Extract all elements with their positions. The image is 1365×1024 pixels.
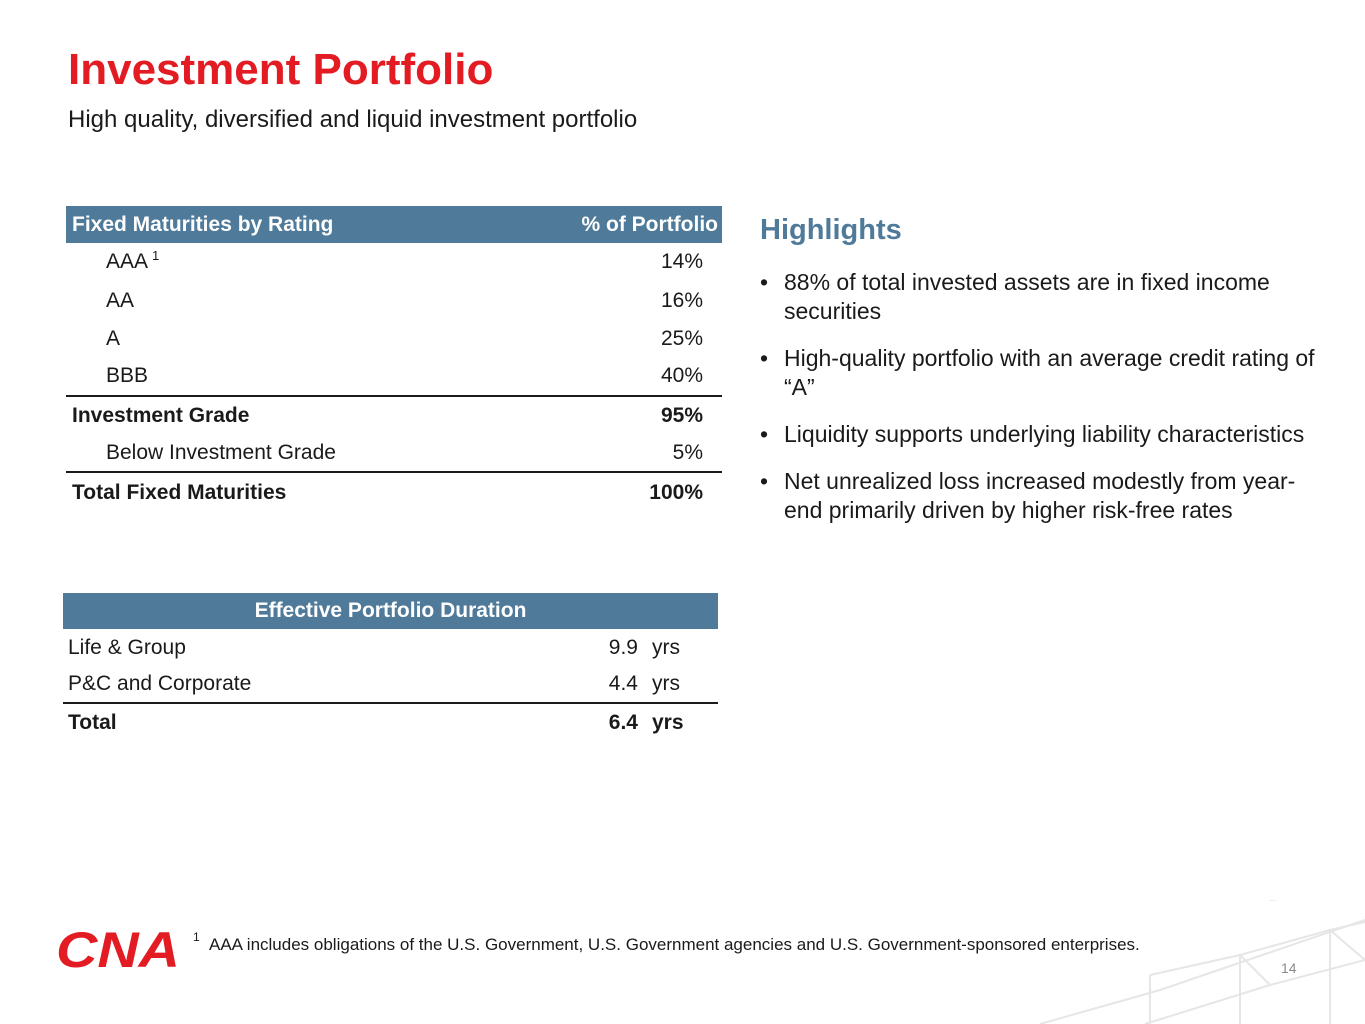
row-label: AA xyxy=(106,288,135,312)
row-value: 5% xyxy=(672,441,703,465)
row-unit: yrs xyxy=(652,635,680,659)
fixed-maturities-table: Fixed Maturities by Rating % of Portfoli… xyxy=(66,206,722,512)
row-value: 14% xyxy=(660,250,703,274)
table-row: P&C and Corporate 4.4 yrs xyxy=(63,667,718,704)
row-value: 100% xyxy=(649,480,703,504)
subtotal-row: Investment Grade 95% xyxy=(66,397,722,435)
highlights-list: • 88% of total invested assets are in fix… xyxy=(760,268,1320,543)
page-title: Investment Portfolio xyxy=(68,45,494,94)
bullet-icon: • xyxy=(760,345,769,371)
row-label: Investment Grade xyxy=(72,403,250,427)
list-item: • 88% of total invested assets are in fix… xyxy=(760,269,1270,324)
bullet-icon: • xyxy=(760,269,769,295)
table-row: Life & Group 9.9 yrs xyxy=(63,629,718,667)
footnote-marker: 1 xyxy=(193,930,200,944)
row-value: 95% xyxy=(660,403,703,427)
row-label: Life & Group xyxy=(68,635,186,659)
table-row: AA 16% xyxy=(66,281,722,319)
column-header-percent: % of Portfolio xyxy=(581,212,718,236)
table-row: A 25% xyxy=(66,320,722,358)
row-value: 16% xyxy=(660,288,703,312)
row-label: BBB xyxy=(106,364,149,388)
decorative-lines xyxy=(1040,900,1365,1024)
row-label: Below Investment Grade xyxy=(106,441,336,465)
row-label: Total xyxy=(68,710,117,734)
table-row: Below Investment Grade 5% xyxy=(66,435,722,474)
bullet-icon: • xyxy=(760,421,769,447)
row-label: AAA 1 xyxy=(106,248,160,274)
highlights-title: Highlights xyxy=(760,214,902,246)
row-value: 40% xyxy=(660,364,703,388)
duration-header: Effective Portfolio Duration xyxy=(63,593,718,629)
page-number: 14 xyxy=(1281,960,1297,976)
footnote: AAA includes obligations of the U.S. Gov… xyxy=(209,935,1140,954)
row-unit: yrs xyxy=(652,672,680,696)
row-value: 6.4 xyxy=(608,710,638,734)
row-value: 25% xyxy=(660,326,703,350)
row-label: A xyxy=(106,326,121,350)
total-row: Total 6.4 yrs xyxy=(63,704,718,742)
row-label: Total Fixed Maturities xyxy=(72,480,287,504)
bullet-icon: • xyxy=(760,468,769,494)
row-value: 9.9 xyxy=(608,635,638,659)
svg-text:CNA: CNA xyxy=(56,926,180,970)
table-row: BBB 40% xyxy=(66,358,722,397)
duration-table: Effective Portfolio Duration Life & Grou… xyxy=(63,593,718,742)
list-item: • Net unrealized loss increased modestly … xyxy=(760,468,1296,523)
total-row: Total Fixed Maturities 100% xyxy=(66,473,722,511)
list-item: • Liquidity supports underlying liability… xyxy=(760,421,1305,447)
fixed-maturities-header: Fixed Maturities by Rating % of Portfoli… xyxy=(66,206,722,243)
list-item: • High-quality portfolio with an average … xyxy=(760,345,1315,400)
cna-logo: CNA xyxy=(56,926,180,970)
row-label: P&C and Corporate xyxy=(68,672,252,696)
table-row: AAA 1 14% xyxy=(66,243,722,281)
column-header-rating: Fixed Maturities by Rating xyxy=(72,212,334,236)
row-value: 4.4 xyxy=(608,672,638,696)
row-unit: yrs xyxy=(652,710,684,734)
page-subtitle: High quality, diversified and liquid inv… xyxy=(68,106,638,133)
footnote-marker: 1 xyxy=(152,248,160,264)
